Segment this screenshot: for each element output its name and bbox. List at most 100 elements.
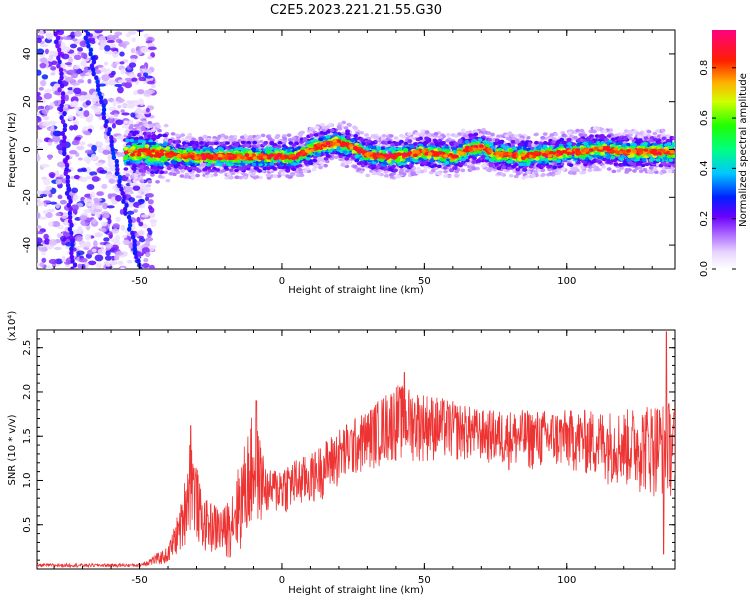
spectrogram-cell xyxy=(87,78,92,84)
spectrogram-cell xyxy=(291,136,297,141)
spectrogram-cell xyxy=(39,30,44,37)
spectrogram-cell xyxy=(374,136,380,141)
spectrogram-cell xyxy=(370,133,376,138)
spectrogram-cell xyxy=(204,174,210,179)
spectrogram-cell xyxy=(246,164,251,168)
spectrogram-cell xyxy=(170,132,176,136)
spectrogram-cell xyxy=(108,79,116,86)
spectrogram-cell xyxy=(532,169,538,174)
spectrogram-cell xyxy=(70,266,75,269)
spectrogram-cell xyxy=(606,167,612,171)
spectrogram-cell xyxy=(128,197,136,203)
spectrogram-cell xyxy=(298,132,303,137)
spectrogram-cell xyxy=(108,178,116,184)
spectrogram-cell xyxy=(245,143,250,148)
spectrogram-cell xyxy=(71,82,80,86)
spectrogram-cell xyxy=(57,225,64,230)
spectrogram-cell xyxy=(670,166,675,171)
spectrogram-cell xyxy=(84,149,94,154)
spectrogram-cell xyxy=(62,142,67,149)
spectrogram-cell xyxy=(56,161,66,168)
spectrogram-cell xyxy=(432,138,438,143)
spectrogram-cell xyxy=(68,56,73,64)
spectrogram-cell xyxy=(65,154,70,161)
spectrogram-cell xyxy=(165,178,171,183)
spectrogram-cell xyxy=(159,170,165,175)
spectrogram-cell xyxy=(353,134,359,138)
spectrogram-cell xyxy=(317,157,322,161)
spectrogram-cell xyxy=(83,66,89,73)
spectrogram-cell xyxy=(567,131,573,136)
spectrogram-cell xyxy=(63,158,68,165)
spectrogram-cell xyxy=(116,182,122,188)
spectrogram-cell xyxy=(98,95,104,101)
spectrogram-cell xyxy=(393,136,399,140)
spectrogram-cell xyxy=(121,125,131,129)
spectrogram-cell xyxy=(96,262,102,269)
spectrogram-cell xyxy=(86,202,93,207)
spectrogram-cell xyxy=(37,142,41,147)
spectrogram-cell xyxy=(107,116,115,124)
spectrogram-cell xyxy=(513,174,519,179)
spectrogram-cell xyxy=(119,51,125,57)
spectrogram-cell xyxy=(320,123,325,127)
spectrogram-cell xyxy=(176,143,181,148)
spectrogram-cell xyxy=(430,133,435,137)
spectrogram-cell xyxy=(111,62,118,68)
spectrogram-cell xyxy=(101,115,107,121)
spectrogram-cell xyxy=(291,143,297,147)
spectrogram-cell xyxy=(79,242,86,249)
spectrogram-cell xyxy=(85,39,90,45)
spectrogram-cell xyxy=(616,168,622,173)
spectrogram-cell xyxy=(138,204,145,209)
spectrogram-cell xyxy=(138,176,144,180)
spectrogram-cell xyxy=(353,126,358,130)
spectrogram-cell xyxy=(163,170,168,175)
spectrogram-cell xyxy=(453,134,459,138)
spectrogram-cell xyxy=(76,145,85,151)
spectrogram-cell xyxy=(108,106,117,112)
spectrogram-cell xyxy=(74,235,83,242)
spectrogram-cell xyxy=(132,238,137,244)
spectrogram-cell xyxy=(94,232,103,238)
spectrogram-cell xyxy=(52,130,62,137)
spectrogram-cell xyxy=(140,214,149,218)
spectrogram-cell xyxy=(133,90,138,96)
spectrogram-cell xyxy=(65,182,71,188)
spectrogram-cell xyxy=(55,179,62,185)
spectrogram-cell xyxy=(85,72,92,76)
spectrogram-cell xyxy=(138,76,146,82)
spectrogram-cell xyxy=(79,91,88,96)
spectrogram-cell xyxy=(127,132,133,137)
spectrogram-cell xyxy=(73,54,82,61)
spectrogram-cell xyxy=(445,138,450,143)
spectrogram-cell xyxy=(73,65,80,70)
spectrogram-cell xyxy=(272,174,278,178)
spectrogram-cell xyxy=(401,172,407,176)
spectrogram-cell xyxy=(111,200,118,205)
spectrogram-cell xyxy=(57,59,62,65)
spectrogram-cell xyxy=(608,128,614,132)
spectrogram-cell xyxy=(70,238,75,244)
spectrogram-cell xyxy=(79,176,88,183)
spectrogram-cell xyxy=(136,245,142,252)
spectrogram-cell xyxy=(122,43,127,49)
spectrogram-cell xyxy=(340,163,346,167)
spectrogram-cell xyxy=(121,82,127,87)
spectrogram-cell xyxy=(117,79,126,84)
spectrogram-cell xyxy=(37,230,44,235)
spectrogram-cell xyxy=(446,174,452,179)
spectrogram-cell xyxy=(66,186,71,192)
spectrogram-cell xyxy=(187,132,193,137)
spectrogram-cell xyxy=(601,165,606,169)
spectrogram-cell xyxy=(63,170,68,176)
spectrogram-cell xyxy=(627,130,633,134)
spectrogram-cell xyxy=(443,169,448,174)
spectrogram-cell xyxy=(637,166,643,170)
spectrogram-cell xyxy=(85,100,92,106)
spectrogram-cell xyxy=(131,77,138,82)
spectrogram-cell xyxy=(148,205,153,210)
spectrogram-cell xyxy=(48,239,58,246)
spectrogram-cell xyxy=(77,226,83,233)
spectrogram-cell xyxy=(213,172,218,177)
